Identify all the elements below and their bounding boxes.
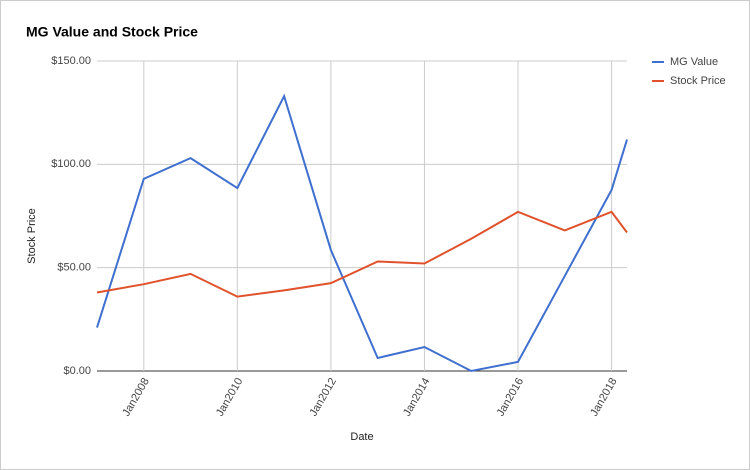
x-axis-title: Date — [350, 431, 373, 443]
chart-title: MG Value and Stock Price — [26, 24, 198, 40]
y-tick-label: $50.00 — [57, 262, 91, 274]
y-tick-label: $0.00 — [63, 365, 91, 377]
y-tick-label: $150.00 — [51, 55, 91, 67]
legend-label: MG Value — [670, 56, 718, 68]
series-line — [96, 93, 628, 373]
y-axis-title: Stock Price — [26, 208, 38, 264]
series-line — [96, 210, 628, 298]
y-tick-label: $100.00 — [51, 158, 91, 170]
legend-label: Stock Price — [670, 75, 726, 87]
